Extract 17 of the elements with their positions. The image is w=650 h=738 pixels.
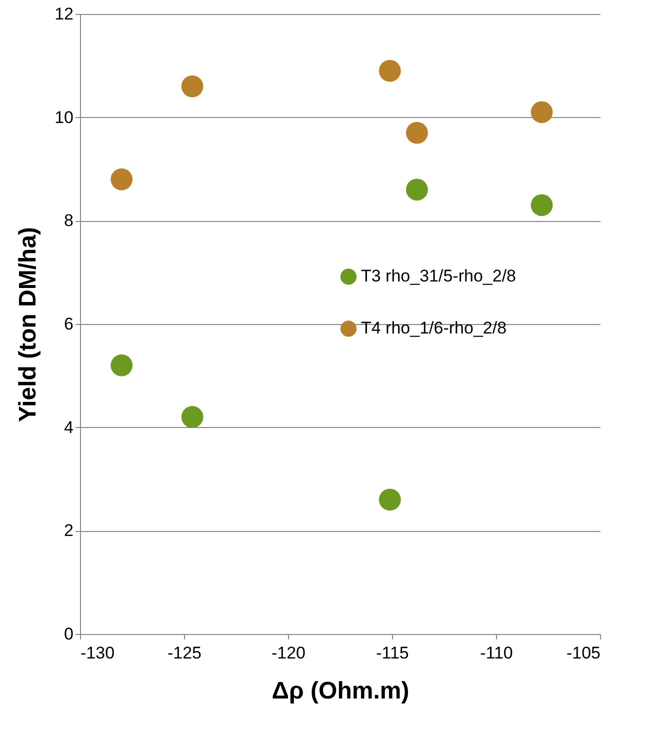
x-tick-label: -125 [167, 644, 202, 662]
y-tick-label: 12 [54, 4, 74, 24]
y-tick-label: 8 [64, 211, 74, 230]
y-tick-label: 10 [54, 108, 74, 127]
x-tick-label: -130 [80, 644, 115, 662]
legend-label: T4 rho_1/6-rho_2/8 [361, 318, 507, 338]
y-tick-label: 2 [64, 521, 74, 540]
x-tick-label: -105 [566, 644, 600, 662]
y-tick-label: 0 [64, 624, 74, 644]
x-tick-label: -115 [376, 644, 409, 662]
y-tick-label: 6 [64, 314, 74, 334]
y-axis-title: Yield (ton DM/ha) [14, 226, 42, 422]
x-axis-title: Δρ (Ohm.m) [272, 678, 410, 704]
legend-label: T3 rho_31/5-rho_2/8 [361, 266, 516, 286]
x-tick-label: -110 [480, 644, 513, 662]
y-tick-label: 4 [64, 418, 74, 437]
x-tick-label: -120 [271, 644, 306, 662]
